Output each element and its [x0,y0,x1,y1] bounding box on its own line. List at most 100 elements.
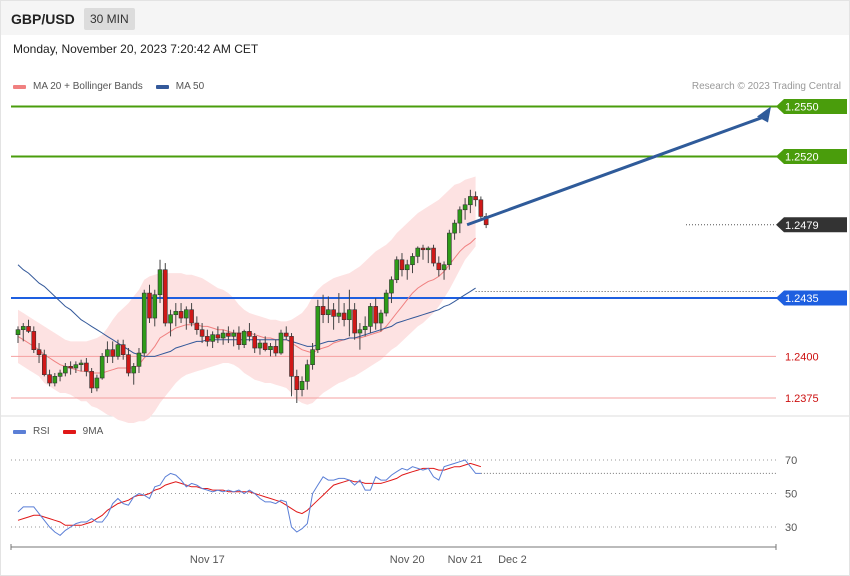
candle-body [268,346,273,350]
candle-body [420,247,426,251]
forecast-arrow-line [466,115,766,227]
candle-body [315,306,321,350]
timeframe-button[interactable]: 30 MIN [84,8,135,30]
rsi-legend: RSI 9MA [13,426,103,437]
ma20-swatch [13,84,26,89]
x-tick-label-3: Dec 2 [498,554,527,566]
ma50-swatch [155,84,169,89]
candle-body [31,331,37,350]
level-label-5: 1.2375 [785,393,819,405]
candle-body [99,356,105,379]
candle-body [189,309,194,324]
level-tag-1 [776,148,847,164]
candle-body [441,264,447,271]
candle-body [68,366,73,369]
level-tag-3 [776,290,847,306]
candle-body [26,326,31,332]
candle-body [47,374,52,384]
candle-body [447,232,452,266]
candle-body [220,332,226,339]
candle-body [52,376,58,384]
candle-body [84,362,89,372]
level-label-3: 1.2435 [785,293,819,305]
candle-body [389,279,394,294]
candle-body [252,336,257,349]
candle-body [162,269,168,324]
candle-body [394,259,400,281]
datetime-text: Monday, November 20, 2023 7:20:42 AM CET [13,42,259,56]
candle-body [168,314,173,324]
candle-body [36,349,42,355]
candle-body [283,332,289,337]
price-legend: MA 20 + Bollinger Bands MA 50 [13,81,204,92]
ma50-legend-label: MA 50 [175,81,205,92]
candle-body [320,306,326,316]
level-label-0: 1.2550 [785,102,819,114]
rsi-level-label-0: 70 [785,455,797,467]
candle-body [262,342,268,350]
candle-body [73,364,79,369]
candle-body [115,344,121,357]
candle-body [299,381,305,390]
candle-body [173,311,179,316]
candle-body [378,312,384,324]
candle-body [352,309,357,334]
candle-body [94,377,100,389]
forecast-arrow-head [757,106,771,123]
candle-body [194,322,200,331]
candle-body [126,354,131,374]
x-tick-label-1: Nov 20 [390,554,425,566]
level-label-4: 1.2400 [785,351,819,363]
candle-body [410,256,415,266]
candle-body [425,247,431,251]
candle-body [110,349,115,357]
ma50-line [17,264,476,357]
ma9-legend-label: 9MA [82,426,104,437]
candle-body [141,292,147,354]
candle-body [157,269,163,296]
candle-body [215,334,221,339]
candle-body [404,264,410,271]
x-tick-label-2: Nov 21 [448,554,483,566]
candle-body [136,352,142,367]
candle-body [205,336,210,342]
candle-body [431,247,436,264]
candle-body [357,329,363,334]
ma20-legend-label: MA 20 + Bollinger Bands [33,81,143,92]
candle-body [231,332,236,337]
ma9-swatch [62,429,76,434]
candle-body [478,199,484,217]
candle-body [457,209,463,224]
candle-body [362,326,368,331]
candle-body [289,336,294,377]
candle-body [105,349,110,357]
candle-body [341,312,347,321]
candle-body [468,196,473,206]
x-tick-label-0: Nov 17 [190,554,225,566]
candle-body [373,306,378,324]
rsi-swatch [13,429,26,434]
candle-body [415,247,421,257]
candle-body [63,366,68,374]
candle-body [147,292,152,319]
candle-body [120,344,126,355]
level-tag-0 [776,99,847,114]
rsi-legend-label: RSI [33,426,50,437]
candle-body [326,309,331,316]
ma20-line [17,237,476,374]
candle-body [178,311,184,319]
price-tag [776,217,847,233]
candle-body [304,364,310,382]
rsi-level-label-1: 50 [785,489,797,501]
candle-body [257,342,263,349]
candle-body [57,372,63,377]
candle-body [89,371,94,389]
candle-body [199,329,205,337]
chart-header: GBP/USD 30 MIN [1,1,849,35]
candle-body [210,334,215,342]
candle-body [78,362,84,365]
rsi-level-label-2: 30 [785,522,797,534]
candle-body [236,332,242,345]
candle-body [331,309,336,317]
